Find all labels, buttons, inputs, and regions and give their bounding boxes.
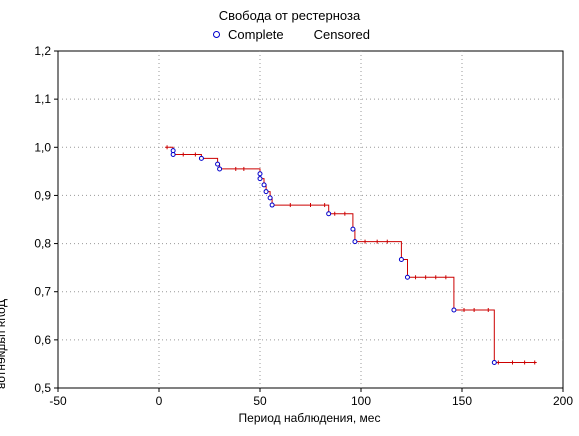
y-tick-label: 1,0	[34, 140, 51, 154]
y-tick-label: 0,7	[34, 285, 51, 299]
complete-point	[170, 152, 176, 158]
complete-point	[269, 202, 275, 208]
chart-title: Свобода от рестерноза	[218, 8, 361, 23]
y-axis-label: Доля пациентов	[0, 299, 8, 389]
y-tick-label: 0,6	[34, 333, 51, 347]
plot-area	[57, 50, 564, 389]
complete-point	[257, 171, 263, 177]
complete-point	[217, 166, 223, 172]
complete-point	[326, 211, 332, 217]
y-tick-label: 0,5	[34, 381, 51, 395]
x-tick-label: 200	[553, 394, 573, 408]
legend-censored-label: Censored	[313, 27, 371, 42]
complete-point	[257, 176, 263, 182]
y-tick-label: 1,1	[34, 92, 51, 106]
x-tick-label: 150	[452, 394, 472, 408]
complete-marker-icon	[213, 31, 220, 38]
complete-point	[404, 274, 410, 280]
complete-point	[267, 195, 273, 201]
complete-point	[352, 239, 358, 245]
complete-point	[263, 189, 269, 195]
legend-complete-label: Complete	[228, 27, 284, 42]
complete-point	[261, 182, 267, 188]
x-tick-label: 100	[351, 394, 371, 408]
x-tick-label: 50	[253, 394, 267, 408]
complete-point	[198, 155, 204, 161]
complete-point	[491, 359, 497, 365]
y-tick-label: 1,2	[34, 44, 51, 58]
x-axis-label: Период наблюдения, мес	[238, 411, 381, 425]
complete-point	[215, 161, 221, 167]
complete-point	[350, 226, 356, 232]
y-tick-label: 0,8	[34, 237, 51, 251]
y-tick-label: 0,9	[34, 188, 51, 202]
y-axis-label-text: Доля пациентов	[0, 299, 8, 389]
legend: Complete Censored	[213, 27, 370, 42]
x-tick-label: -50	[49, 394, 67, 408]
complete-point	[398, 256, 404, 262]
complete-point	[451, 307, 457, 313]
x-tick-label: 0	[156, 394, 163, 408]
